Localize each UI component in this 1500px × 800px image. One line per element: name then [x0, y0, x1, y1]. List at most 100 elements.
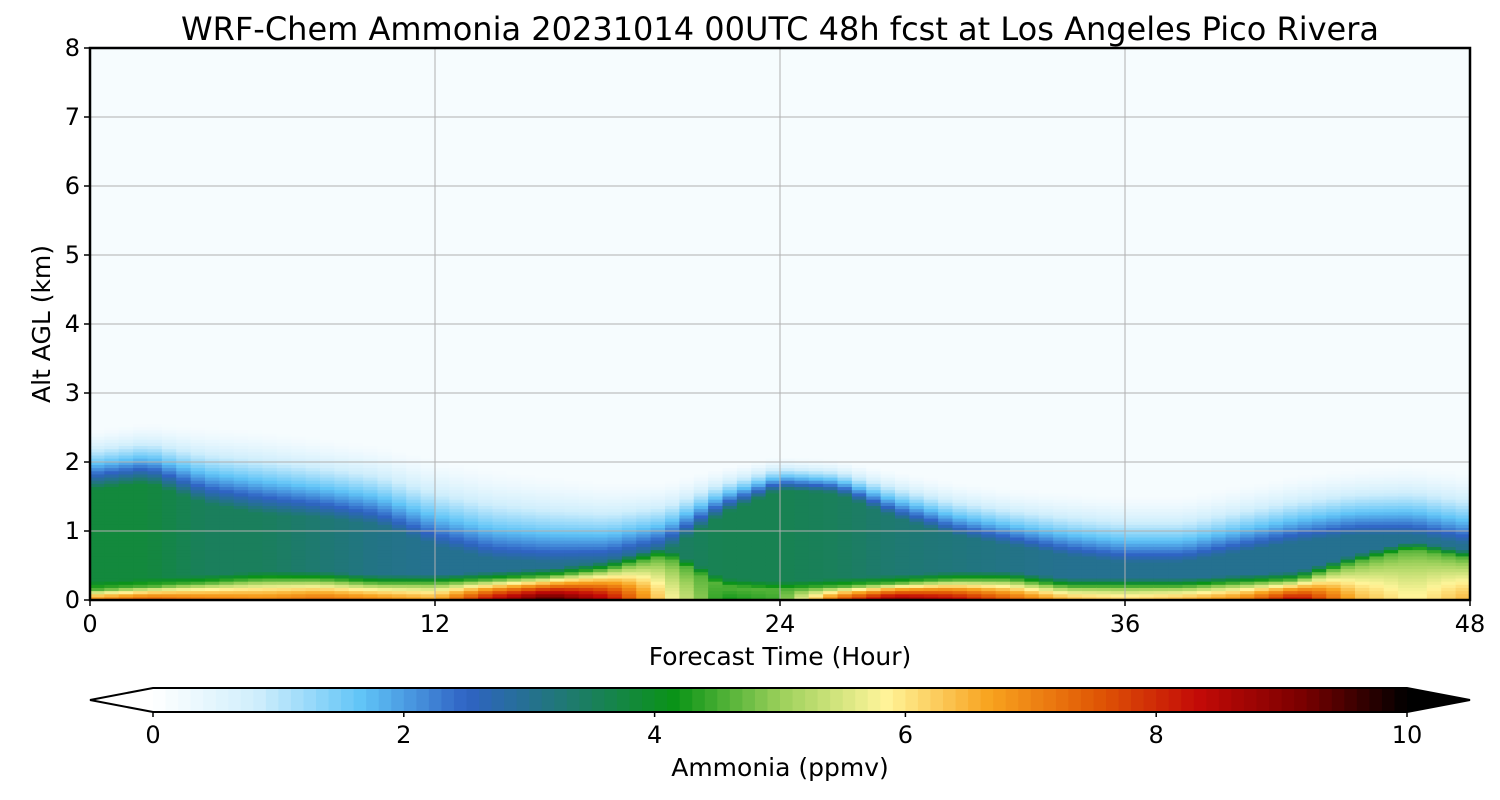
heatmap-cell	[521, 476, 537, 481]
heatmap-cell	[780, 581, 795, 585]
heatmap-cell	[406, 439, 422, 443]
heatmap-cell	[104, 502, 120, 506]
heatmap-cell	[104, 404, 120, 409]
heatmap-cell	[909, 587, 925, 592]
heatmap-cell	[895, 473, 910, 478]
heatmap-cell	[923, 388, 939, 393]
heatmap-cell	[938, 467, 954, 472]
heatmap-cell	[765, 470, 781, 475]
heatmap-cell	[851, 404, 867, 409]
heatmap-cell	[981, 499, 997, 503]
heatmap-cell	[363, 451, 379, 456]
heatmap-cell	[205, 417, 220, 421]
heatmap-cell	[880, 499, 896, 503]
heatmap-cell	[593, 568, 609, 573]
heatmap-cell	[981, 511, 997, 516]
heatmap-cell	[435, 388, 450, 393]
heatmap-cell	[420, 517, 436, 522]
heatmap-cell	[665, 429, 680, 434]
heatmap-cell	[808, 502, 824, 506]
heatmap-cell	[190, 420, 206, 424]
heatmap-cell	[348, 527, 364, 532]
heatmap-cell	[808, 388, 824, 393]
heatmap-cell	[435, 593, 450, 598]
heatmap-cell	[966, 445, 982, 450]
heatmap-cell	[506, 413, 522, 418]
heatmap-cell	[104, 458, 120, 462]
heatmap-cell	[435, 499, 450, 503]
heatmap-cell	[765, 486, 781, 491]
heatmap-cell	[736, 571, 752, 576]
heatmap-cell	[851, 552, 867, 557]
heatmap-cell	[276, 404, 292, 409]
heatmap-cell	[406, 587, 422, 592]
heatmap-cell	[463, 480, 479, 484]
heatmap-cell	[665, 549, 680, 554]
heatmap-cell	[578, 499, 594, 503]
heatmap-cell	[420, 382, 436, 387]
heatmap-cell	[808, 511, 824, 516]
heatmap-cell	[276, 464, 292, 469]
heatmap-cell	[1096, 524, 1112, 529]
heatmap-cell	[923, 454, 939, 459]
heatmap-cell	[665, 480, 680, 484]
heatmap-cell	[176, 401, 192, 406]
heatmap-cell	[866, 486, 882, 491]
heatmap-cell	[736, 590, 752, 595]
heatmap-cell	[521, 533, 537, 538]
heatmap-cell	[377, 458, 393, 462]
heatmap-cell	[262, 558, 278, 563]
heatmap-cell	[851, 445, 867, 450]
heatmap-cell	[650, 524, 666, 529]
heatmap-cell	[607, 454, 623, 459]
heatmap-cell	[305, 385, 321, 390]
heatmap-cell	[276, 423, 292, 428]
heatmap-cell	[736, 489, 752, 494]
heatmap-cell	[895, 549, 910, 554]
heatmap-cell	[564, 549, 580, 554]
heatmap-cell	[1053, 565, 1069, 570]
heatmap-cell	[521, 489, 537, 494]
heatmap-cell	[1010, 429, 1025, 434]
heatmap-cell	[679, 470, 695, 475]
heatmap-cell	[147, 391, 163, 396]
heatmap-cell	[837, 511, 853, 516]
heatmap-cell	[492, 546, 508, 551]
heatmap-cell	[564, 398, 580, 402]
heatmap-cell	[262, 432, 278, 437]
heatmap-cell	[90, 454, 105, 459]
heatmap-cell	[938, 587, 954, 592]
heatmap-cell	[205, 476, 220, 481]
heatmap-cell	[550, 577, 565, 582]
heatmap-cell	[449, 423, 465, 428]
heatmap-cell	[377, 476, 393, 481]
heatmap-cell	[205, 571, 220, 576]
heatmap-cell	[650, 429, 666, 434]
heatmap-cell	[895, 508, 910, 513]
heatmap-cell	[636, 596, 652, 601]
heatmap-cell	[909, 555, 925, 560]
heatmap-cell	[492, 429, 508, 434]
heatmap-cell	[938, 486, 954, 491]
heatmap-cell	[895, 432, 910, 437]
heatmap-cell	[708, 492, 724, 497]
heatmap-cell	[636, 540, 652, 544]
heatmap-cell	[363, 521, 379, 525]
heatmap-cell	[377, 489, 393, 494]
heatmap-cell	[665, 502, 680, 506]
heatmap-cell	[406, 476, 422, 481]
heatmap-cell	[348, 467, 364, 472]
heatmap-cell	[578, 521, 594, 525]
heatmap-cell	[895, 577, 910, 582]
heatmap-cell	[1081, 385, 1097, 390]
heatmap-cell	[564, 391, 580, 396]
heatmap-cell	[435, 451, 450, 456]
heatmap-cell	[506, 555, 522, 560]
heatmap-cell	[291, 584, 307, 588]
heatmap-cell	[219, 385, 235, 390]
heatmap-cell	[966, 432, 982, 437]
heatmap-cell	[262, 514, 278, 519]
heatmap-cell	[736, 426, 752, 431]
heatmap-cell	[463, 540, 479, 544]
heatmap-cell	[751, 565, 767, 570]
